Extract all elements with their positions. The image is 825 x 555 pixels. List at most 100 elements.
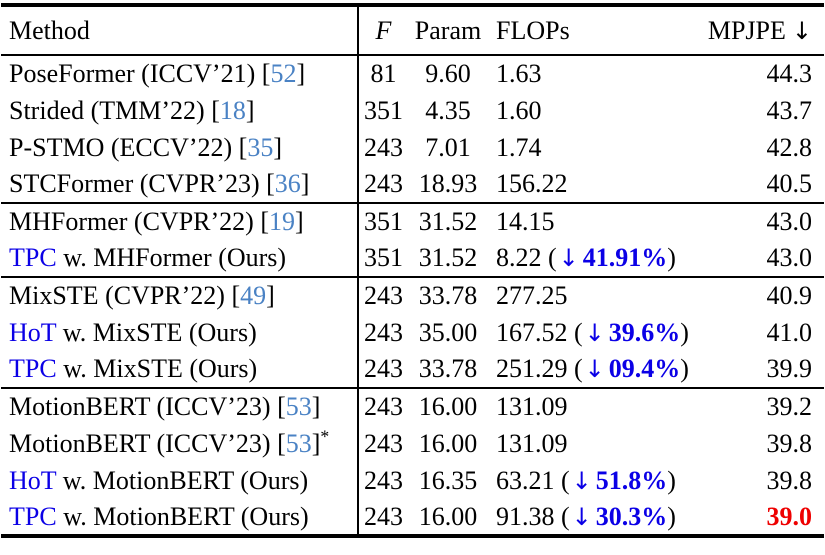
param-cell: 33.78 <box>418 281 478 310</box>
frames-cell: 351 <box>357 92 408 129</box>
citation-link[interactable]: 53 <box>285 428 312 458</box>
header-row: Method F Param FLOPs MPJPE ↓ <box>1 5 824 55</box>
method-cell: HoT w. MotionBERT (Ours) <box>9 465 309 495</box>
frames-cell: 243 <box>357 166 408 203</box>
flops-cell: 14.15 <box>496 207 555 236</box>
flops-cell: 8.22 (↓ 41.91%) <box>496 243 676 272</box>
param-cell: 16.00 <box>418 501 478 531</box>
flops-cell: 277.25 <box>496 281 568 310</box>
ours-method-name: TPC <box>9 501 57 531</box>
flops-drop-arrow-icon: ↓ <box>558 244 579 272</box>
table-row: MotionBERT (ICCV’23) [53] 243 16.00 131.09 3… <box>1 388 824 425</box>
mpjpe-cell: 43.0 <box>766 207 813 236</box>
frames-cell: 243 <box>357 314 408 351</box>
citation-link[interactable]: 18 <box>219 95 246 125</box>
flops-drop-percent: 09.4% <box>608 354 681 383</box>
param-cell: 16.00 <box>418 428 478 458</box>
mpjpe-cell: 39.8 <box>766 428 813 458</box>
frames-cell: 351 <box>357 240 408 277</box>
table-row: MixSTE (CVPR’22) [49] 243 33.78 277.25 40.9 <box>1 277 824 314</box>
col-header-frames: F <box>357 5 408 55</box>
table-section: MHFormer (CVPR’22) [19] 351 31.52 14.15 43.0… <box>1 203 824 277</box>
method-cell: STCFormer (CVPR’23) [36] <box>9 169 310 198</box>
method-cell: MixSTE (CVPR’22) [49] <box>9 281 275 310</box>
table-section: MotionBERT (ICCV’23) [53] 243 16.00 131.09 3… <box>1 388 824 536</box>
mpjpe-cell: 40.9 <box>766 281 813 310</box>
method-cell: TPC w. MixSTE (Ours) <box>9 354 258 383</box>
citation-link[interactable]: 19 <box>269 207 296 236</box>
frames-cell: 243 <box>357 277 408 314</box>
table-section: PoseFormer (ICCV’21) [52] 81 9.60 1.63 44.3 S… <box>1 55 824 203</box>
flops-cell: 251.29 (↓ 09.4%) <box>496 354 689 383</box>
frames-cell: 351 <box>357 203 408 240</box>
ours-method-name: HoT <box>9 317 57 347</box>
citation-link[interactable]: 53 <box>285 392 312 421</box>
flops-drop-arrow-icon: ↓ <box>584 355 605 383</box>
ours-method-name: HoT <box>9 465 57 495</box>
frames-cell: 243 <box>357 388 408 425</box>
mpjpe-label: MPJPE <box>707 15 786 45</box>
table-row: Strided (TMM’22) [18] 351 4.35 1.60 43.7 <box>1 92 824 129</box>
flops-drop-percent: 30.3% <box>595 501 668 531</box>
table-row: P-STMO (ECCV’22) [35] 243 7.01 1.74 42.8 <box>1 129 824 166</box>
param-cell: 31.52 <box>418 207 478 236</box>
citation-link[interactable]: 36 <box>274 169 301 198</box>
flops-drop-arrow-icon: ↓ <box>571 466 592 495</box>
mpjpe-cell: 42.8 <box>766 132 813 162</box>
method-cell: MotionBERT (ICCV’23) [53]* <box>9 425 330 458</box>
table-row: HoT w. MixSTE (Ours) 243 35.00 167.52 (↓ 39.… <box>1 314 824 351</box>
flops-cell: 91.38 (↓ 30.3%) <box>496 501 676 531</box>
flops-cell: 1.60 <box>496 95 542 125</box>
citation-link[interactable]: 35 <box>247 132 274 162</box>
method-cell: P-STMO (ECCV’22) [35] <box>9 132 283 162</box>
flops-drop-arrow-icon: ↓ <box>571 502 592 531</box>
mpjpe-cell: 39.9 <box>766 354 813 383</box>
mpjpe-cell: 41.0 <box>766 317 813 347</box>
mpjpe-cell-best: 39.0 <box>766 501 813 531</box>
flops-cell: 1.74 <box>496 132 542 162</box>
table-row: TPC w. MotionBERT (Ours) 243 16.00 91.38 (↓… <box>1 499 824 536</box>
mpjpe-cell: 43.7 <box>766 95 813 125</box>
ours-method-name: TPC <box>9 243 57 272</box>
method-cell: PoseFormer (ICCV’21) [52] <box>9 59 306 88</box>
param-cell: 35.00 <box>418 317 478 347</box>
flops-drop-percent: 51.8% <box>595 465 668 495</box>
param-cell: 7.01 <box>425 132 471 162</box>
flops-drop-percent: 39.6% <box>608 317 681 347</box>
citation-link[interactable]: 52 <box>270 59 297 88</box>
param-cell: 4.35 <box>425 95 471 125</box>
mpjpe-cell: 43.0 <box>766 243 813 272</box>
flops-cell: 131.09 <box>496 428 568 458</box>
flops-cell: 167.52 (↓ 39.6%) <box>496 317 689 347</box>
method-cell: Strided (TMM’22) [18] <box>9 95 255 125</box>
table-row: PoseFormer (ICCV’21) [52] 81 9.60 1.63 44.3 <box>1 55 824 92</box>
frames-cell: 243 <box>357 425 408 462</box>
flops-cell: 131.09 <box>496 392 568 421</box>
frames-symbol: F <box>375 15 392 45</box>
mpjpe-cell: 39.8 <box>766 465 813 495</box>
flops-drop-arrow-icon: ↓ <box>584 318 605 347</box>
table-row: HoT w. MotionBERT (Ours) 243 16.35 63.21 (↓… <box>1 462 824 499</box>
table-row: TPC w. MHFormer (Ours) 351 31.52 8.22 (↓ 41.… <box>1 240 824 277</box>
citation-link[interactable]: 49 <box>240 281 267 310</box>
col-header-method: Method <box>9 15 90 45</box>
param-cell: 31.52 <box>418 243 478 272</box>
param-cell: 9.60 <box>425 59 471 88</box>
mpjpe-cell: 44.3 <box>766 59 813 88</box>
table-row: STCFormer (CVPR’23) [36] 243 18.93 156.22 40… <box>1 166 824 203</box>
ours-method-name: TPC <box>9 354 57 383</box>
table-row: TPC w. MixSTE (Ours) 243 33.78 251.29 (↓ 09.… <box>1 351 824 388</box>
col-header-flops: FLOPs <box>496 15 570 45</box>
param-cell: 16.00 <box>418 392 478 421</box>
results-table: Method F Param FLOPs MPJPE ↓ PoseFormer (… <box>1 3 824 538</box>
mpjpe-cell: 39.2 <box>766 392 813 421</box>
col-header-param: Param <box>414 15 482 45</box>
method-cell: TPC w. MotionBERT (Ours) <box>9 501 309 531</box>
method-cell: MotionBERT (ICCV’23) [53] <box>9 392 321 421</box>
table-row: MotionBERT (ICCV’23) [53]* 243 16.00 131.09… <box>1 425 824 462</box>
frames-cell: 243 <box>357 462 408 499</box>
flops-cell: 1.63 <box>496 59 542 88</box>
mpjpe-cell: 40.5 <box>766 169 813 198</box>
method-cell: HoT w. MixSTE (Ours) <box>9 317 257 347</box>
